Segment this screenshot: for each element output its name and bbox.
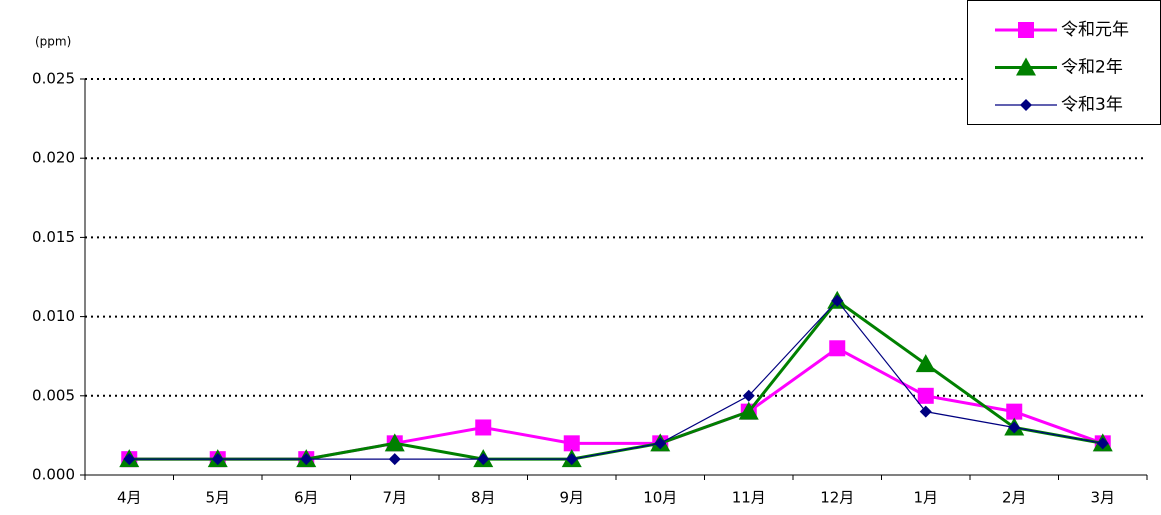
marker [300, 453, 313, 466]
marker [915, 354, 936, 373]
x-tick-label: 3月 [1090, 489, 1115, 507]
marker [1016, 57, 1036, 76]
y-tick-label: 0.020 [32, 149, 75, 167]
x-tick-label: 4月 [117, 489, 142, 507]
marker [1020, 99, 1032, 111]
marker [384, 433, 405, 452]
series-line [129, 298, 1104, 461]
marker [477, 453, 490, 466]
x-tick-label: 2月 [1002, 489, 1027, 507]
marker [738, 401, 759, 420]
x-tick-label: 7月 [382, 489, 407, 507]
series-line [129, 299, 1103, 460]
legend-box [967, 0, 1161, 125]
marker [475, 419, 492, 436]
marker [388, 453, 401, 466]
marker [919, 405, 932, 418]
legend-label: 令和3年 [1061, 95, 1123, 115]
marker [211, 453, 224, 466]
marker [123, 453, 136, 466]
marker [565, 453, 578, 466]
marker [1006, 403, 1023, 420]
x-tick-label: 11月 [732, 489, 766, 507]
marker [831, 294, 844, 307]
marker [654, 437, 667, 450]
marker [1096, 437, 1109, 450]
x-tick-label: 5月 [205, 489, 230, 507]
marker [563, 435, 580, 452]
marker [1018, 22, 1034, 38]
legend-label: 令和元年 [1061, 20, 1129, 40]
x-tick-label: 8月 [471, 489, 496, 507]
marker [829, 340, 846, 357]
x-tick-label: 6月 [294, 489, 319, 507]
unit-label: (ppm) [35, 35, 71, 49]
y-tick-label: 0.025 [32, 70, 75, 88]
marker [742, 389, 755, 402]
x-tick-label: 10月 [643, 489, 677, 507]
marker [1008, 421, 1021, 434]
x-tick-label: 1月 [913, 489, 938, 507]
y-tick-label: 0.000 [32, 466, 75, 484]
series-line [129, 346, 1104, 461]
x-tick-label: 9月 [559, 489, 584, 507]
x-tick-label: 12月 [820, 489, 854, 507]
marker [917, 387, 934, 404]
y-tick-label: 0.010 [32, 307, 75, 325]
y-tick-label: 0.015 [32, 228, 75, 246]
legend-label: 令和2年 [1061, 58, 1123, 78]
y-tick-label: 0.005 [32, 386, 75, 404]
